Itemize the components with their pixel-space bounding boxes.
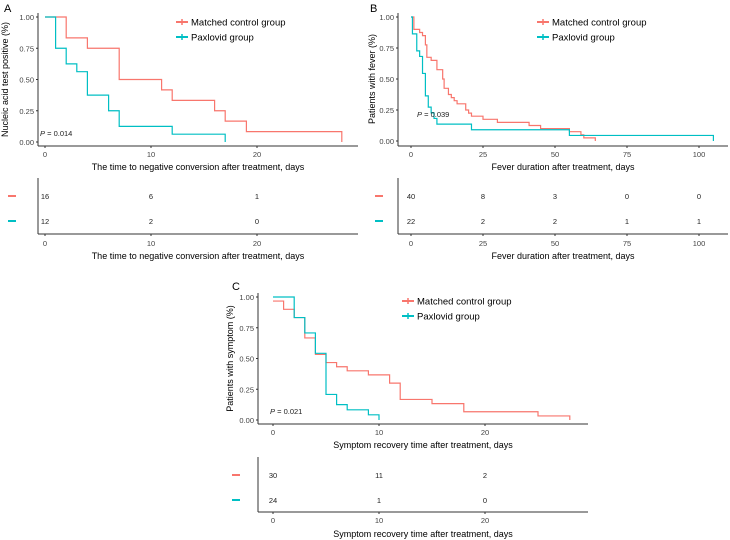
x-tick-label: 0 (43, 150, 47, 159)
x-tick-label: 0 (409, 150, 413, 159)
x-tick-label: 75 (623, 150, 631, 159)
risk-count: 12 (41, 217, 49, 226)
x-tick-label: 20 (481, 428, 489, 437)
risk-x-tick-label: 0 (271, 516, 275, 525)
risk-x-tick-label: 50 (551, 239, 559, 248)
risk-count: 11 (375, 471, 383, 480)
p-value-number: = 0.014 (45, 129, 72, 138)
risk-x-axis-title: Symptom recovery time after treatment, d… (333, 529, 513, 539)
risk-x-tick-label: 20 (481, 516, 489, 525)
km-curve-control (411, 16, 596, 141)
y-tick-label: 1.00 (19, 13, 34, 22)
risk-count: 0 (697, 192, 701, 201)
risk-x-axis-title: Fever duration after treatment, days (491, 251, 635, 261)
risk-x-tick-label: 10 (147, 239, 155, 248)
y-tick-label: 1.00 (379, 13, 394, 22)
risk-x-tick-label: 0 (409, 239, 413, 248)
risk-count: 0 (483, 496, 487, 505)
km-curve-paxlovid (411, 16, 714, 141)
risk-x-axis-title: The time to negative conversion after tr… (92, 251, 305, 261)
y-tick-label: 0.50 (19, 76, 34, 85)
y-tick-label: 1.00 (239, 293, 254, 302)
km-curve-paxlovid (273, 296, 380, 420)
y-axis-title: Patients with fever (%) (367, 34, 377, 124)
legend-label: Paxlovid group (191, 33, 254, 44)
legend-label: Matched control group (417, 297, 512, 308)
p-value: P = 0.014 (40, 129, 72, 138)
x-tick-label: 100 (693, 150, 706, 159)
y-tick-label: 0.25 (379, 106, 394, 115)
y-tick-label: 0.50 (239, 355, 254, 364)
y-tick-label: 0.00 (379, 137, 394, 146)
risk-count: 2 (553, 217, 557, 226)
x-tick-label: 20 (253, 150, 261, 159)
risk-count: 40 (407, 192, 415, 201)
x-axis-title: Symptom recovery time after treatment, d… (333, 440, 513, 450)
risk-x-tick-label: 100 (693, 239, 706, 248)
x-tick-label: 50 (551, 150, 559, 159)
panel-label: B (370, 3, 377, 15)
risk-count: 1 (255, 192, 259, 201)
risk-x-tick-label: 25 (479, 239, 487, 248)
y-axis-title: Patients with symptom (%) (225, 305, 235, 412)
p-value-number: = 0.021 (275, 407, 302, 416)
y-tick-label: 0.75 (239, 324, 254, 333)
risk-count: 24 (269, 496, 277, 505)
risk-x-tick-label: 75 (623, 239, 631, 248)
risk-count: 1 (625, 217, 629, 226)
risk-count: 3 (553, 192, 557, 201)
x-tick-label: 0 (271, 428, 275, 437)
risk-count: 2 (483, 471, 487, 480)
risk-count: 1 (377, 496, 381, 505)
p-value-symbol: P (417, 110, 422, 119)
risk-count: 6 (149, 192, 153, 201)
y-axis-title: Nucleic acid test positive (%) (0, 22, 10, 137)
legend-label: Matched control group (191, 18, 286, 29)
risk-x-tick-label: 20 (253, 239, 261, 248)
x-axis-title: Fever duration after treatment, days (491, 162, 635, 172)
x-axis-title: The time to negative conversion after tr… (92, 162, 305, 172)
y-tick-label: 0.00 (19, 138, 34, 147)
x-tick-label: 10 (375, 428, 383, 437)
x-tick-label: 25 (479, 150, 487, 159)
p-value: P = 0.021 (270, 407, 302, 416)
risk-count: 1 (697, 217, 701, 226)
risk-count: 2 (149, 217, 153, 226)
risk-count: 16 (41, 192, 49, 201)
km-curve-control (45, 16, 343, 142)
risk-count: 0 (625, 192, 629, 201)
panel-label: A (4, 3, 12, 15)
p-value-symbol: P (270, 407, 275, 416)
risk-count: 22 (407, 217, 415, 226)
p-value-number: = 0.039 (422, 110, 449, 119)
x-tick-label: 10 (147, 150, 155, 159)
y-tick-label: 0.75 (19, 44, 34, 53)
legend-label: Paxlovid group (552, 33, 615, 44)
p-value: P = 0.039 (417, 110, 449, 119)
p-value-symbol: P (40, 129, 45, 138)
y-tick-label: 0.75 (379, 44, 394, 53)
legend-label: Paxlovid group (417, 312, 480, 323)
risk-count: 8 (481, 192, 485, 201)
risk-count: 0 (255, 217, 259, 226)
risk-count: 2 (481, 217, 485, 226)
y-tick-label: 0.00 (239, 416, 254, 425)
panel-label: C (232, 281, 240, 293)
risk-x-tick-label: 0 (43, 239, 47, 248)
y-tick-label: 0.25 (19, 107, 34, 116)
risk-x-tick-label: 10 (375, 516, 383, 525)
risk-count: 30 (269, 471, 277, 480)
y-tick-label: 0.50 (379, 75, 394, 84)
y-tick-label: 0.25 (239, 385, 254, 394)
km-curve-paxlovid (45, 16, 226, 142)
legend-label: Matched control group (552, 18, 647, 29)
